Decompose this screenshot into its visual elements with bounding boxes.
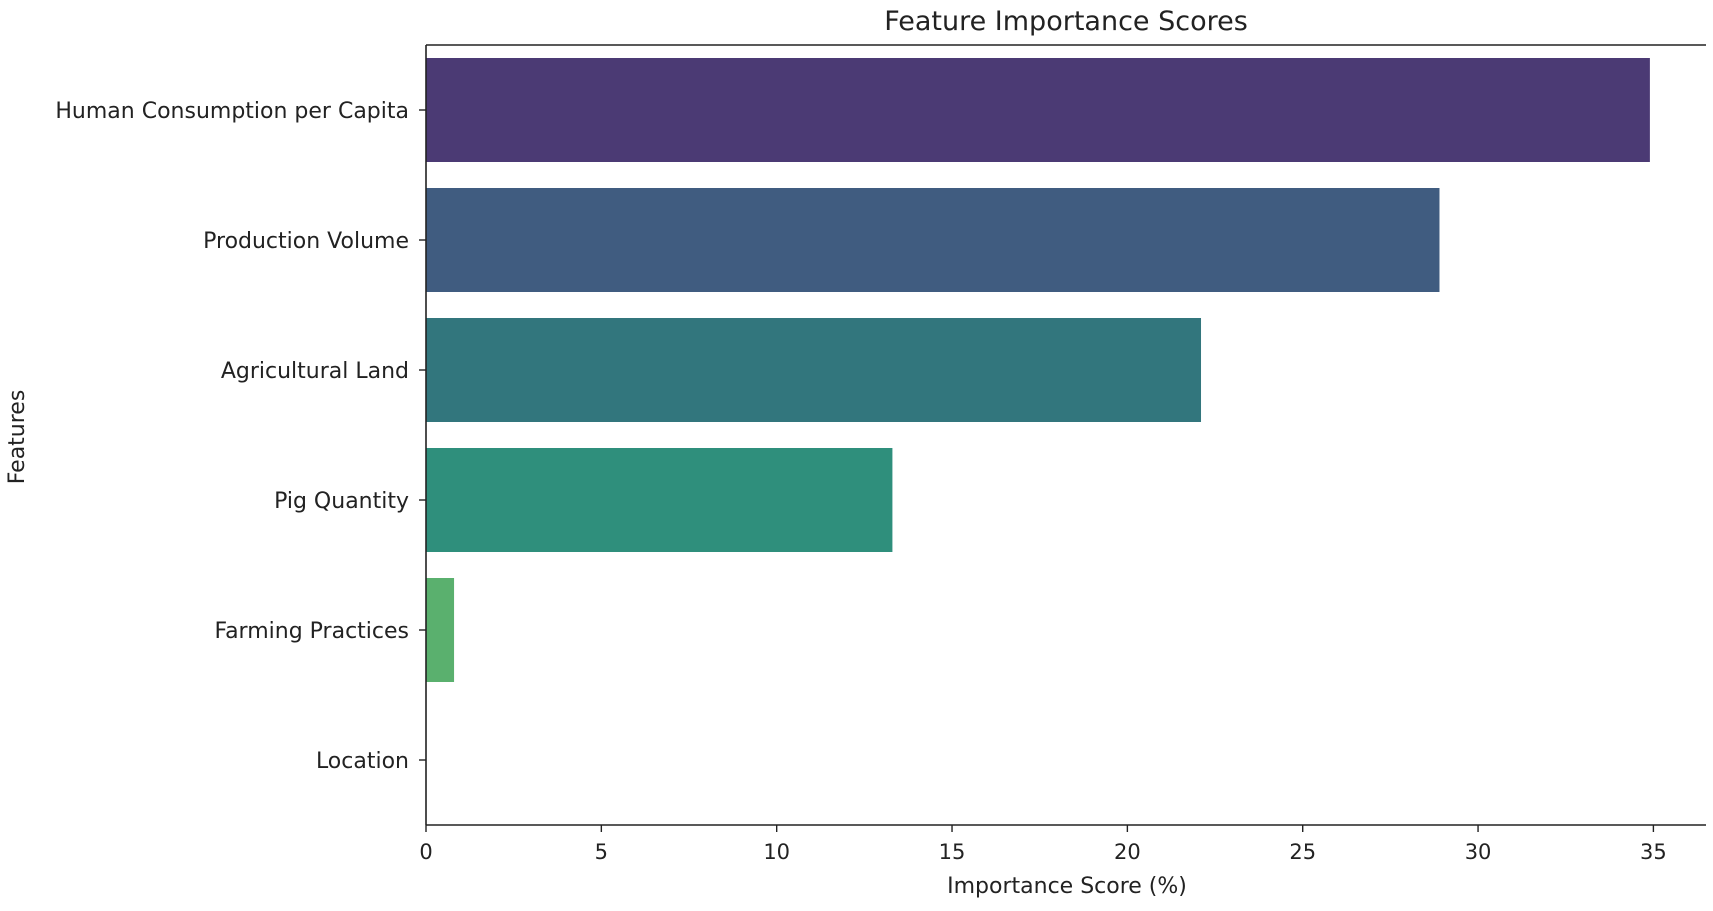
y-tick-label: Agricultural Land (221, 359, 409, 384)
y-tick-label: Location (316, 749, 409, 774)
bars-group (426, 58, 1650, 682)
x-tick-label: 5 (595, 840, 608, 864)
x-axis-label: Importance Score (%) (947, 874, 1187, 899)
y-tick-label: Farming Practices (214, 619, 409, 644)
chart-title: Feature Importance Scores (884, 6, 1248, 37)
bar (426, 188, 1440, 292)
x-tick-label: 15 (939, 840, 966, 864)
bar (426, 58, 1650, 162)
bar (426, 318, 1202, 422)
y-axis-label: Features (5, 390, 30, 485)
x-ticks: 0 5 10 15 20 25 30 35 (419, 825, 1667, 864)
x-tick-label: 25 (1289, 840, 1316, 864)
bar (426, 578, 455, 682)
x-tick-label: 20 (1114, 840, 1141, 864)
y-tick-label: Pig Quantity (274, 489, 409, 514)
x-tick-label: 10 (763, 840, 790, 864)
x-tick-label: 0 (419, 840, 432, 864)
x-tick-label: 35 (1640, 840, 1667, 864)
y-tick-label: Production Volume (203, 229, 409, 254)
bar (426, 448, 893, 552)
y-tick-labels: Human Consumption per Capita Production V… (55, 99, 426, 774)
y-tick-label: Human Consumption per Capita (55, 99, 409, 124)
x-tick-label: 30 (1465, 840, 1492, 864)
